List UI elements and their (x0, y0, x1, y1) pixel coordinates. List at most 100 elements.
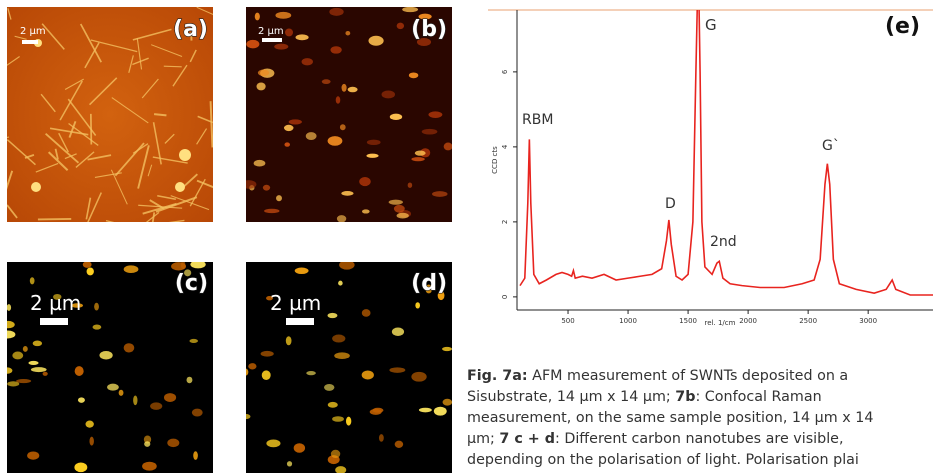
caption-bold: Fig. 7a: (467, 368, 528, 384)
nanotube (89, 77, 118, 106)
scale-bar (262, 38, 282, 42)
spot (418, 407, 432, 413)
y-tick-label: 2 (501, 220, 509, 224)
nanotube (196, 179, 213, 189)
nanotube (7, 170, 14, 190)
spot (7, 381, 20, 387)
nanotube (209, 101, 213, 148)
caption-line: measurement, on the same sample position… (467, 408, 933, 429)
spot (150, 402, 163, 410)
y-tick-label: 4 (501, 144, 509, 149)
spot (256, 82, 266, 91)
scale-bar (286, 318, 314, 325)
spot (142, 461, 157, 471)
panel-label: (e) (885, 14, 920, 39)
scale-label: 2 µm (270, 291, 321, 315)
spot (107, 383, 119, 391)
spot (295, 34, 309, 41)
spot (321, 79, 331, 85)
spot (284, 28, 293, 37)
spot (190, 262, 206, 269)
spot (89, 436, 94, 446)
nanotube (189, 49, 197, 63)
nanotube (137, 145, 150, 189)
spot (366, 139, 381, 146)
spot (275, 11, 292, 19)
spot (341, 191, 354, 196)
nanotube (87, 154, 112, 161)
spot (53, 293, 62, 300)
spot (396, 212, 409, 219)
spot (394, 440, 404, 448)
spot (407, 182, 413, 188)
spot (393, 204, 405, 213)
spot (266, 439, 281, 448)
spot (118, 389, 124, 396)
spot (257, 69, 270, 77)
caption-bold: 7b (675, 389, 696, 405)
spot (332, 416, 344, 422)
spot (369, 408, 382, 415)
spot (339, 262, 355, 270)
spot (123, 343, 135, 353)
spot (7, 330, 16, 339)
spot (361, 309, 371, 317)
nanotube (149, 199, 165, 210)
spot (163, 393, 177, 402)
raman-image (246, 262, 452, 473)
nanotube (157, 194, 176, 200)
spot (167, 438, 180, 448)
panel-label: (a) (173, 17, 208, 42)
spot (30, 367, 47, 373)
caption-bold: 7 c + d (499, 431, 555, 447)
nanotube (79, 23, 102, 63)
spot (442, 346, 452, 352)
spot (443, 142, 452, 151)
nanotube (132, 28, 172, 41)
nanotube (163, 65, 182, 68)
nanotube (85, 197, 92, 220)
spot (262, 184, 271, 191)
spot (133, 395, 138, 406)
nanotube (87, 192, 103, 222)
scale-label: 2 µm (20, 26, 46, 37)
spot (347, 86, 358, 93)
spot (293, 443, 306, 453)
spot (253, 159, 266, 167)
nanotube (111, 97, 149, 124)
nanotube (68, 120, 77, 138)
nanotube (110, 169, 128, 205)
spot (418, 13, 432, 20)
panel-label: (d) (411, 271, 447, 296)
x-tick-label: 1000 (619, 317, 637, 325)
spot (143, 435, 152, 444)
x-tick-label: 1500 (679, 317, 697, 325)
annotation: RBM (522, 112, 553, 128)
nanotube (64, 78, 84, 91)
caption-line: Fig. 7a: AFM measurement of SWNTs deposi… (467, 366, 933, 387)
spot (283, 124, 294, 132)
spot (261, 370, 271, 381)
spot (16, 378, 32, 384)
nanotube (189, 178, 206, 207)
spot (391, 327, 405, 336)
particle (31, 182, 41, 192)
spot (276, 195, 282, 202)
nanotube (7, 204, 18, 219)
spot (437, 291, 445, 301)
spot (415, 302, 421, 309)
scale-label: 2 µm (30, 291, 81, 315)
spot (421, 128, 438, 135)
nanotube (154, 113, 167, 117)
nanotube (164, 133, 175, 144)
nanotube (150, 44, 183, 58)
nanotube (7, 8, 12, 20)
y-axis-label: CCD cts (491, 146, 499, 174)
spot (442, 398, 452, 406)
nanotube (75, 151, 95, 168)
spot (7, 304, 12, 311)
annotation: G (705, 16, 717, 34)
nanotube (64, 153, 77, 160)
nanotube (172, 64, 188, 87)
nanotube (45, 132, 80, 164)
